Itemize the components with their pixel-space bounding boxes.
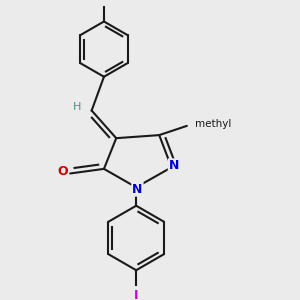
Text: N: N (169, 159, 179, 172)
Text: N: N (132, 183, 142, 196)
Text: methyl: methyl (194, 119, 231, 129)
Text: H: H (73, 102, 81, 112)
Text: I: I (134, 289, 138, 300)
Text: O: O (57, 165, 68, 178)
